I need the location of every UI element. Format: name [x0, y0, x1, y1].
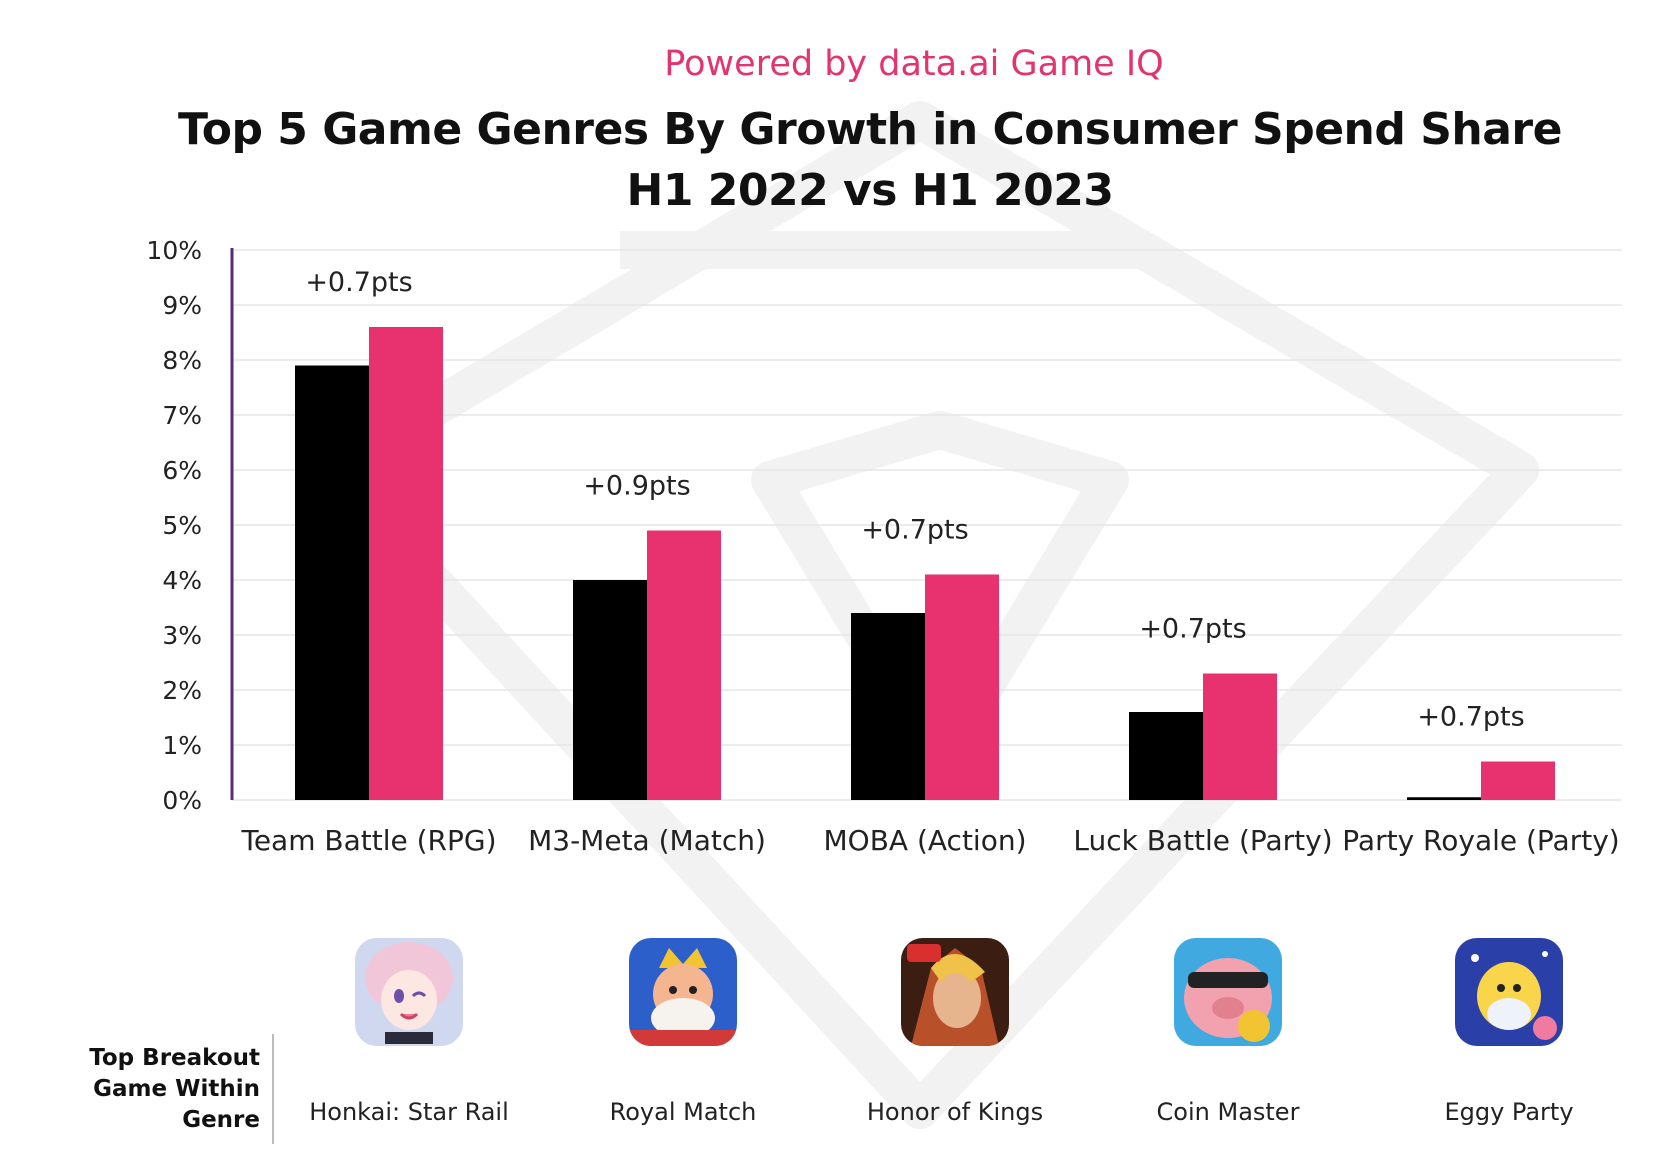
breakout-label-line-3: Genre	[182, 1107, 260, 1133]
breakout-game-5: Eggy Party	[1389, 938, 1629, 1126]
y-tick-label: 1%	[162, 731, 202, 760]
bar-series-2	[1203, 673, 1277, 800]
breakout-label-line-1: Top Breakout	[89, 1045, 260, 1071]
bar-series-1	[1129, 712, 1203, 800]
bar-series-2	[925, 574, 999, 800]
x-category-label: Team Battle (RPG)	[240, 824, 496, 857]
growth-annotation: +0.7pts	[1139, 614, 1246, 645]
x-category-label: M3-Meta (Match)	[528, 824, 766, 857]
bar-series-1	[573, 580, 647, 800]
bar-chart: 0% 1% 2% 3% 4% 5% 6% 7% 8% 9% 10% +0.7pts Team Battl…	[146, 236, 1622, 857]
bar-series-2	[647, 530, 721, 800]
breakout-divider	[272, 1034, 274, 1144]
game-name: Eggy Party	[1444, 1098, 1574, 1126]
eggy-party-app-icon	[1455, 938, 1563, 1046]
y-tick-label: 3%	[162, 621, 202, 650]
breakout-game-2: Royal Match	[563, 938, 803, 1126]
y-tick-label: 0%	[162, 786, 202, 815]
growth-annotation: +0.7pts	[305, 267, 412, 298]
x-category-label: Luck Battle (Party)	[1073, 824, 1332, 857]
powered-by-label: Powered by data.ai Game IQ	[664, 44, 1164, 84]
y-tick-label: 7%	[162, 401, 202, 430]
coin-master-app-icon	[1174, 938, 1282, 1046]
game-name: Honkai: Star Rail	[309, 1098, 509, 1126]
breakout-game-4: Coin Master	[1108, 938, 1348, 1126]
game-name: Honor of Kings	[866, 1098, 1044, 1126]
royal-match-app-icon	[629, 938, 737, 1046]
bar-series-2	[1481, 761, 1555, 800]
growth-annotation: +0.7pts	[1417, 702, 1524, 733]
x-category-label: Party Royale (Party)	[1342, 824, 1619, 857]
chart-title-line-1: Top 5 Game Genres By Growth in Consumer …	[178, 104, 1562, 155]
honor-of-kings-app-icon	[901, 938, 1009, 1046]
y-tick-label: 6%	[162, 456, 202, 485]
y-tick-label: 8%	[162, 346, 202, 375]
x-category-label: MOBA (Action)	[824, 824, 1027, 857]
breakout-game-1: Honkai: Star Rail	[289, 938, 529, 1126]
chart-title-line-2: H1 2022 vs H1 2023	[626, 165, 1114, 216]
y-tick-label: 4%	[162, 566, 202, 595]
bar-series-1	[295, 365, 369, 800]
bar-series-1	[1407, 797, 1481, 800]
breakout-label-line-2: Game Within	[93, 1076, 260, 1102]
breakout-row-label: Top Breakout Game Within Genre	[60, 1043, 260, 1136]
bar-series-2	[369, 327, 443, 800]
game-name: Coin Master	[1156, 1098, 1300, 1126]
y-tick-label: 5%	[162, 511, 202, 540]
bar-series-1	[851, 613, 925, 800]
y-tick-label: 2%	[162, 676, 202, 705]
y-tick-label: 10%	[146, 236, 202, 265]
game-name: Royal Match	[609, 1098, 757, 1126]
honkai-star-rail-app-icon	[355, 938, 463, 1046]
growth-annotation: +0.7pts	[861, 515, 968, 546]
breakout-game-3: Honor of Kings	[835, 938, 1075, 1126]
growth-annotation: +0.9pts	[583, 471, 690, 502]
y-tick-label: 9%	[162, 291, 202, 320]
